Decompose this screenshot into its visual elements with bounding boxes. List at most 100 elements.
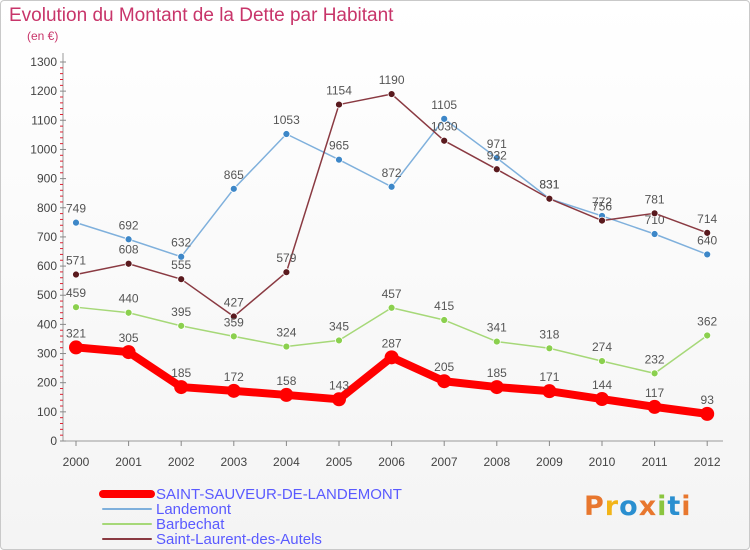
y-tick-label: 1200 xyxy=(30,84,57,98)
data-point xyxy=(387,303,396,312)
data-label: 395 xyxy=(171,305,191,319)
data-label: 172 xyxy=(224,370,244,384)
x-tick-label: 2006 xyxy=(378,455,405,469)
data-point xyxy=(700,406,715,421)
logo-letter: i xyxy=(657,491,668,522)
data-point xyxy=(545,194,554,203)
data-point xyxy=(335,100,343,109)
legend-label: Saint-Laurent-des-Autels xyxy=(156,531,322,548)
data-label: 971 xyxy=(487,137,507,151)
data-label: 865 xyxy=(224,168,244,182)
data-point xyxy=(332,392,346,407)
data-label: 579 xyxy=(276,251,296,265)
data-point xyxy=(282,130,291,138)
data-point xyxy=(440,114,449,123)
data-label: 831 xyxy=(539,178,559,192)
data-point xyxy=(492,337,501,346)
x-tick-label: 2011 xyxy=(642,455,668,469)
data-point xyxy=(703,331,712,340)
data-label: 171 xyxy=(539,370,559,384)
data-point xyxy=(124,259,133,268)
data-label: 457 xyxy=(382,287,402,301)
data-point xyxy=(595,392,609,407)
data-label: 640 xyxy=(697,233,717,247)
data-point xyxy=(279,387,294,402)
data-label: 143 xyxy=(329,378,349,392)
data-label: 359 xyxy=(224,315,244,329)
data-point xyxy=(703,250,712,259)
data-point xyxy=(69,340,83,355)
data-label: 1154 xyxy=(326,84,352,98)
data-point xyxy=(121,345,136,360)
data-label: 831 xyxy=(539,178,559,192)
data-point xyxy=(335,155,343,164)
x-tick-label: 2012 xyxy=(694,455,721,469)
data-point xyxy=(384,350,399,365)
x-tick-label: 2000 xyxy=(63,455,90,469)
data-point xyxy=(282,268,291,277)
x-tick-label: 2008 xyxy=(483,455,510,469)
data-point xyxy=(492,165,501,174)
data-label: 305 xyxy=(119,331,139,345)
logo-letter: x xyxy=(638,491,658,522)
data-label: 362 xyxy=(697,314,717,328)
data-label: 965 xyxy=(329,139,349,153)
data-label: 185 xyxy=(487,366,507,380)
data-label: 185 xyxy=(171,366,191,380)
data-point xyxy=(124,308,133,317)
y-tick-label: 200 xyxy=(37,376,57,390)
proxiti-logo: Proxiti xyxy=(584,491,692,522)
data-point xyxy=(650,369,659,378)
data-point xyxy=(440,136,449,145)
data-label: 1105 xyxy=(431,98,457,112)
data-label: 1030 xyxy=(431,120,458,134)
x-tick-label: 2002 xyxy=(168,455,195,469)
data-label: 1053 xyxy=(273,113,300,127)
x-tick-label: 2009 xyxy=(536,455,563,469)
legend-label: Landemont xyxy=(156,501,232,518)
data-point xyxy=(387,90,396,98)
x-tick-label: 2004 xyxy=(273,455,300,469)
data-point xyxy=(282,342,291,351)
x-tick-label: 2005 xyxy=(326,455,353,469)
data-label: 459 xyxy=(66,286,86,300)
data-label: 144 xyxy=(592,378,612,392)
data-point xyxy=(335,336,343,345)
y-tick-label: 1100 xyxy=(31,113,57,127)
x-tick-label: 2010 xyxy=(589,455,616,469)
data-point xyxy=(437,374,452,389)
chart-title: Evolution du Montant de la Dette par Hab… xyxy=(9,5,394,26)
data-label: 321 xyxy=(66,326,86,340)
x-tick-label: 2007 xyxy=(431,455,458,469)
y-tick-label: 300 xyxy=(37,347,57,361)
data-point xyxy=(647,399,662,414)
data-point xyxy=(124,235,133,244)
data-label: 772 xyxy=(592,195,612,209)
data-label: 710 xyxy=(645,213,665,227)
logo-letter: t xyxy=(667,491,682,522)
data-label: 341 xyxy=(487,321,507,335)
legend-label: SAINT-SAUVEUR-DE-LANDEMONT xyxy=(156,486,402,503)
data-label: 608 xyxy=(119,243,139,257)
logo-letter: r xyxy=(604,491,620,522)
data-point xyxy=(229,312,238,321)
data-point xyxy=(387,182,396,191)
chart-subtitle: (en €) xyxy=(27,29,59,43)
logo-letter: P xyxy=(584,491,605,522)
data-label: 117 xyxy=(645,386,664,400)
data-label: 749 xyxy=(66,202,86,216)
data-point xyxy=(650,230,659,238)
data-label: 232 xyxy=(645,352,665,366)
series-line xyxy=(75,93,708,318)
data-label: 632 xyxy=(171,236,191,250)
legend-label: Barbechat xyxy=(156,516,225,533)
data-label: 692 xyxy=(119,218,139,232)
data-point xyxy=(177,321,186,330)
data-label: 324 xyxy=(276,326,296,340)
data-label: 287 xyxy=(382,336,402,350)
data-point xyxy=(650,209,659,218)
data-label: 756 xyxy=(592,200,612,214)
y-tick-label: 500 xyxy=(37,288,57,302)
data-label: 440 xyxy=(119,292,139,306)
